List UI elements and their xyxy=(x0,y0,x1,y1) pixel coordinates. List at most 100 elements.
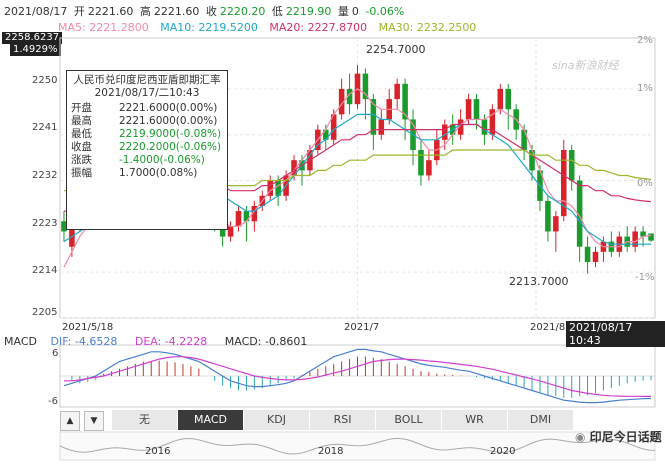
navigator-line xyxy=(59,437,656,455)
candle-body xyxy=(370,99,377,135)
candle-body xyxy=(275,180,281,196)
macd-title: MACD xyxy=(4,335,37,348)
candle-body xyxy=(568,150,575,181)
wechat-label: 印尼今日话题 xyxy=(589,430,662,444)
candle-body xyxy=(330,114,337,140)
candle-body xyxy=(505,88,512,110)
sina-watermark: sina新浪财经 xyxy=(552,59,619,72)
macd-tick-6: 6 xyxy=(52,348,59,359)
low-annotation: 2213.7000 xyxy=(509,275,569,288)
tooltip-key: 振幅 xyxy=(71,167,92,179)
tooltip-key: 涨跌 xyxy=(71,154,92,166)
candle-body xyxy=(545,200,551,232)
candle-body xyxy=(394,83,400,100)
candle-body xyxy=(576,180,583,247)
candle-body xyxy=(291,160,297,176)
y-tick-2214: 2214 xyxy=(32,265,58,276)
close-label: 收 xyxy=(205,5,217,18)
low-value: 2219.90 xyxy=(285,5,332,18)
candle-body xyxy=(426,160,432,176)
candle-body xyxy=(529,150,535,171)
tab-macd[interactable]: MACD xyxy=(178,410,244,430)
candle-body xyxy=(243,211,250,222)
wechat-watermark: ◉ 印尼今日话题 xyxy=(575,428,662,445)
tooltip-row-close: 收盘 2220.2000(-0.06%) xyxy=(67,141,227,154)
macd-tick-minus6: -6 xyxy=(48,396,58,407)
candle-body xyxy=(235,211,242,227)
r-tick-1: 1% xyxy=(637,83,653,94)
dif-label: DIF: -4.6528 xyxy=(50,335,118,348)
volume-value: 0 xyxy=(351,5,359,18)
candle-body xyxy=(457,119,464,135)
dif-line xyxy=(63,348,652,404)
candle-body xyxy=(489,109,496,135)
high-label: 高 xyxy=(139,5,151,18)
open-label: 开 xyxy=(73,5,85,18)
tab-dmi[interactable]: DMI xyxy=(508,410,574,430)
time-badge: 2021/08/17 10:43 xyxy=(566,321,665,347)
candle-body xyxy=(560,150,567,217)
dea-line xyxy=(64,356,651,397)
tab-boll[interactable]: BOLL xyxy=(376,410,442,430)
tooltip-title: 人民币兑印度尼西亚盾即期汇率 xyxy=(73,74,221,86)
volume-label: 量 xyxy=(337,5,349,18)
y-tick-2250: 2250 xyxy=(32,75,58,86)
tooltip-row-low: 最低 2219.9000(-0.08%) xyxy=(67,128,227,141)
high-annotation: 2254.7000 xyxy=(366,43,426,56)
macd-value-label: MACD: -0.8601 xyxy=(224,335,308,348)
r-tick-0: 0% xyxy=(637,178,653,189)
chart-grid xyxy=(59,37,656,319)
low-label: 低 xyxy=(271,5,283,18)
navigator-layer xyxy=(59,431,656,461)
y-tick-2241: 2241 xyxy=(32,122,58,133)
indicator-tabs: 无 MACD KDJ RSI BOLL WR DMI xyxy=(112,410,574,430)
r-tick-2: 2% xyxy=(637,35,653,46)
r-tick-minus1: -1% xyxy=(635,272,655,283)
tab-none[interactable]: 无 xyxy=(112,410,178,430)
candle-body xyxy=(465,99,472,120)
candle-body xyxy=(61,221,67,232)
candle-body xyxy=(441,124,448,140)
scroll-up-arrow-icon[interactable]: ▲ xyxy=(60,411,80,431)
y-tick-2232: 2232 xyxy=(32,170,58,181)
scroll-down-arrow-icon[interactable]: ▼ xyxy=(84,411,104,431)
candle-body xyxy=(322,129,329,140)
candle-body xyxy=(592,251,599,262)
tooltip-value: 1.7000(0.08%) xyxy=(119,167,198,179)
close-value: 2220.20 xyxy=(219,5,266,18)
macd-layer xyxy=(59,344,656,408)
x-label-mid: 2021/7 xyxy=(344,322,380,333)
x-label-right: 2021/8 xyxy=(530,322,566,333)
candle-body xyxy=(632,231,638,247)
candle-body xyxy=(402,83,408,120)
quote-tooltip: 人民币兑印度尼西亚盾即期汇率 2021/08/17/二10:43 开盘 2221.… xyxy=(66,70,228,230)
ma5-label: MA5: 2221.2800 xyxy=(58,21,149,34)
x-label-left: 2021/5/18 xyxy=(62,322,114,333)
tab-kdj[interactable]: KDJ xyxy=(244,410,310,430)
y-tick-2205: 2205 xyxy=(32,307,58,318)
high-value: 2221.60 xyxy=(153,5,200,18)
candle-body xyxy=(362,73,369,100)
tooltip-key: 最低 xyxy=(71,128,92,140)
candle-body xyxy=(251,206,258,222)
candle-body xyxy=(346,88,353,105)
tooltip-value: 2221.6000(0.00%) xyxy=(119,102,218,114)
price-badge: 2258.6237 xyxy=(2,32,63,44)
candle-body xyxy=(338,88,345,115)
tab-wr[interactable]: WR xyxy=(442,410,508,430)
ma30-label: MA30: 2232.2500 xyxy=(378,21,477,34)
candle-body xyxy=(267,180,274,196)
change-value: -0.06% xyxy=(365,5,405,18)
tooltip-value: 2221.6000(0.00%) xyxy=(119,115,218,127)
tab-rsi[interactable]: RSI xyxy=(310,410,376,430)
y-tick-2223: 2223 xyxy=(32,218,58,229)
candle-body xyxy=(481,119,488,135)
candle-body xyxy=(648,233,654,241)
candle-body xyxy=(378,119,385,135)
tooltip-key: 最高 xyxy=(71,115,92,127)
pct-badge: 1.4929% xyxy=(10,44,61,56)
candle-body xyxy=(497,88,504,110)
nav-label-2016: 2016 xyxy=(145,446,171,457)
nav-label-2020: 2020 xyxy=(490,446,516,457)
